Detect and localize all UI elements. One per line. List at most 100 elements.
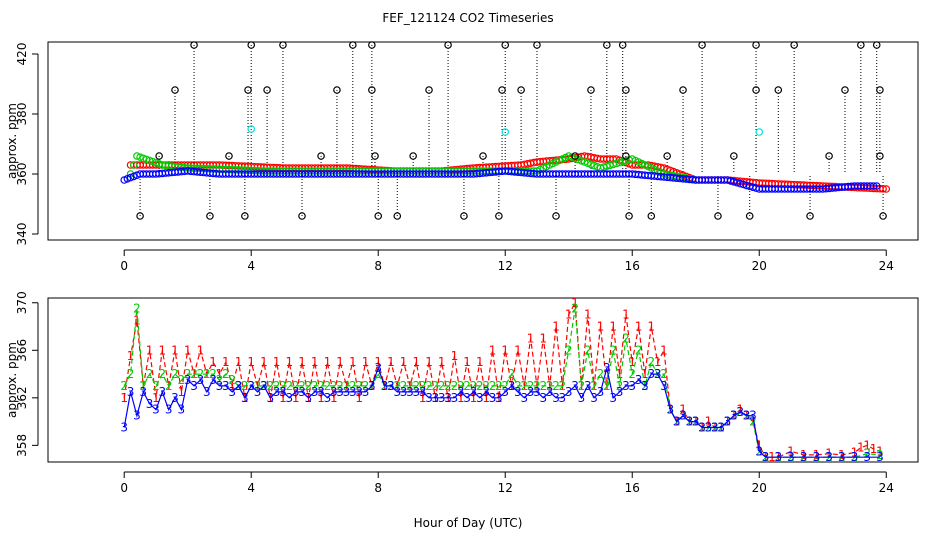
series-marker-2: 2 — [451, 379, 459, 393]
series-marker-1: 1 — [520, 379, 528, 393]
x-axis-label: Hour of Day (UTC) — [414, 516, 523, 530]
top-x-tick-label: 12 — [498, 259, 513, 273]
data-point-black — [571, 152, 579, 160]
series-marker-3: 3 — [451, 391, 459, 405]
series-marker-3: 3 — [495, 391, 503, 405]
data-point-blue — [872, 182, 881, 190]
series-marker-3: 3 — [317, 385, 325, 399]
series-marker-1: 1 — [565, 308, 573, 322]
series-marker-3: 3 — [152, 403, 160, 417]
data-point-black — [587, 86, 595, 94]
data-point-black — [368, 41, 376, 49]
series-marker-3: 3 — [133, 409, 141, 423]
series-marker-1: 1 — [679, 403, 687, 417]
series-marker-2: 2 — [133, 302, 141, 316]
series-marker-2: 2 — [476, 379, 484, 393]
data-point-black — [498, 86, 506, 94]
series-marker-3: 3 — [228, 385, 236, 399]
bottom-x-tick-label: 20 — [752, 481, 767, 495]
series-marker-2: 2 — [863, 447, 871, 461]
data-point-black — [879, 212, 887, 220]
series-marker-2: 2 — [628, 367, 636, 381]
series-marker-2: 2 — [120, 379, 128, 393]
series-marker-3: 3 — [609, 391, 617, 405]
series-marker-1: 1 — [800, 448, 808, 462]
series-marker-1: 1 — [406, 379, 414, 393]
series-marker-1: 1 — [609, 320, 617, 334]
series-marker-2: 2 — [292, 379, 300, 393]
series-marker-3: 3 — [787, 450, 795, 464]
series-marker-1: 1 — [235, 355, 243, 369]
series-marker-2: 2 — [444, 379, 452, 393]
data-point-black — [625, 212, 633, 220]
series-marker-3: 3 — [482, 385, 490, 399]
series-marker-2: 2 — [305, 379, 313, 393]
series-marker-1: 1 — [216, 367, 224, 381]
series-marker-2: 2 — [406, 379, 414, 393]
top-x-tick-label: 20 — [752, 259, 767, 273]
series-marker-2: 2 — [184, 367, 192, 381]
series-marker-3: 3 — [489, 391, 497, 405]
top-y-tick-label: 420 — [15, 43, 29, 66]
series-marker-3: 3 — [692, 415, 700, 429]
bottom-x-tick-label: 4 — [247, 481, 255, 495]
series-marker-2: 2 — [317, 379, 325, 393]
series-marker-3: 3 — [616, 385, 624, 399]
series-marker-2: 2 — [222, 367, 230, 381]
series-marker-2: 2 — [482, 379, 490, 393]
series-marker-1: 1 — [527, 331, 535, 345]
series-marker-3: 3 — [298, 385, 306, 399]
series-marker-3: 3 — [158, 385, 166, 399]
series-marker-1: 1 — [870, 442, 878, 456]
series-marker-1: 1 — [654, 355, 662, 369]
series-marker-1: 1 — [317, 391, 325, 405]
series-marker-3: 3 — [222, 379, 230, 393]
series-marker-2: 2 — [597, 367, 605, 381]
series-marker-2: 2 — [495, 379, 503, 393]
series-marker-2: 2 — [197, 367, 205, 381]
series-marker-2: 2 — [324, 379, 332, 393]
series-marker-1: 1 — [489, 343, 497, 357]
series-marker-3: 3 — [165, 403, 173, 417]
top-y-tick-label: 340 — [15, 223, 29, 246]
series-marker-1: 1 — [171, 343, 179, 357]
series-marker-3: 3 — [476, 391, 484, 405]
series-marker-2: 2 — [425, 379, 433, 393]
series-marker-3: 3 — [260, 379, 268, 393]
series-marker-1: 1 — [660, 343, 668, 357]
series-marker-1: 1 — [647, 320, 655, 334]
data-point-black — [618, 41, 627, 49]
data-point-cyan — [755, 128, 764, 136]
data-point-black — [368, 86, 376, 94]
series-marker-2: 2 — [152, 379, 160, 393]
series-marker-1: 1 — [597, 320, 605, 334]
series-marker-2: 2 — [876, 448, 884, 462]
top-x-tick-label: 4 — [247, 259, 255, 273]
data-point-black — [714, 212, 722, 220]
series-marker-3: 3 — [641, 379, 649, 393]
series-marker-3: 3 — [762, 450, 770, 464]
data-point-cyan — [247, 125, 256, 133]
series-marker-2: 2 — [127, 367, 135, 381]
series-marker-1: 1 — [787, 444, 795, 458]
series-marker-2: 2 — [266, 379, 274, 393]
data-point-black — [263, 86, 271, 94]
series-marker-1: 1 — [349, 355, 357, 369]
series-marker-3: 3 — [285, 391, 293, 405]
series-marker-1: 1 — [413, 355, 421, 369]
top-x-tick-label: 16 — [625, 259, 640, 273]
series-marker-2: 2 — [374, 367, 382, 381]
series-marker-3: 3 — [520, 391, 528, 405]
series-marker-2: 2 — [178, 373, 186, 387]
bottom-x-tick-label: 12 — [498, 481, 513, 495]
series-marker-1: 1 — [863, 438, 871, 452]
series-marker-1: 1 — [635, 320, 643, 334]
series-marker-3: 3 — [311, 385, 319, 399]
series-marker-2: 2 — [190, 367, 198, 381]
series-marker-2: 2 — [362, 379, 370, 393]
data-point-black — [409, 152, 417, 160]
series-marker-3: 3 — [686, 415, 694, 429]
series-marker-3: 3 — [660, 379, 668, 393]
data-point-red — [882, 185, 891, 193]
series-marker-3: 3 — [400, 385, 408, 399]
